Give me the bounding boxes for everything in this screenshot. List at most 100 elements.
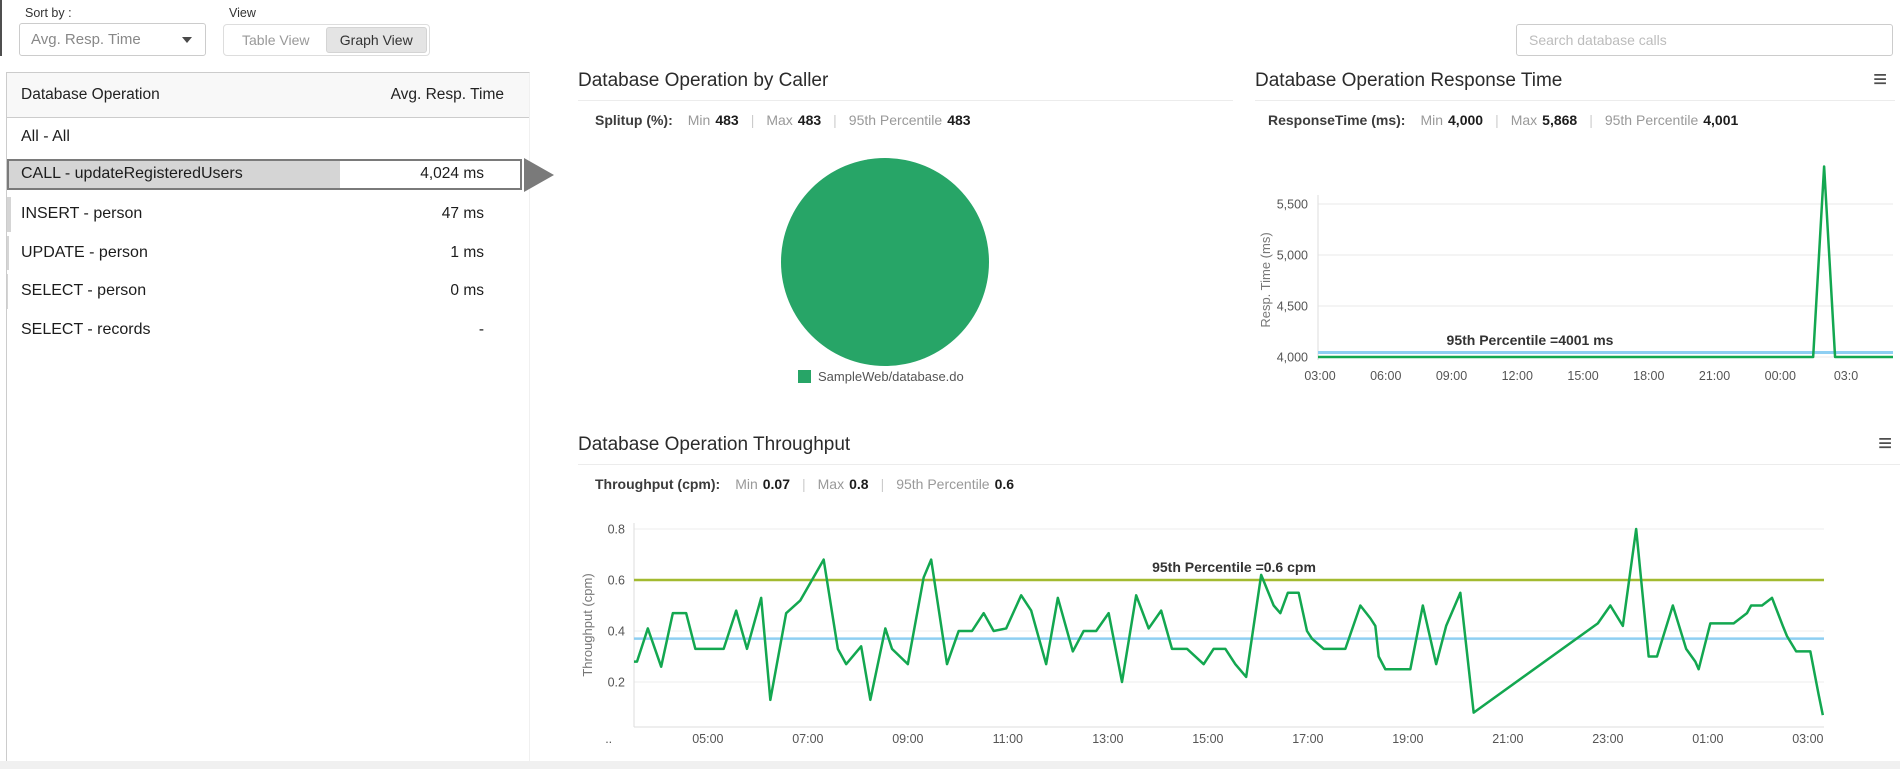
svg-text:15:00: 15:00 (1567, 369, 1598, 383)
value-bar (9, 160, 340, 188)
stat-max-value: 483 (797, 112, 822, 128)
value-bar (7, 235, 9, 270)
svg-text:09:00: 09:00 (1436, 369, 1467, 383)
caller-stats: Splitup (%): Min 483 | Max 483 | 95th Pe… (578, 112, 1233, 128)
operation-name: CALL - updateRegisteredUsers (21, 165, 243, 182)
stat-p95-value: 4,001 (1703, 112, 1739, 128)
avg-resp-value: 1 ms (450, 243, 484, 261)
sort-by-label: Sort by : (25, 6, 72, 20)
svg-text:4,500: 4,500 (1277, 300, 1308, 314)
stat-max-value: 5,868 (1542, 112, 1578, 128)
response-stats: ResponseTime (ms): Min 4,000 | Max 5,868… (1255, 112, 1895, 128)
stat-min-label: Min (735, 476, 758, 492)
stat-separator: | (833, 112, 837, 128)
svg-text:15:00: 15:00 (1192, 732, 1223, 746)
sort-by-dropdown[interactable]: Avg. Resp. Time (19, 23, 206, 56)
svg-text:11:00: 11:00 (993, 732, 1023, 746)
horizontal-scrollbar-track[interactable] (0, 761, 1900, 769)
svg-text:23:00: 23:00 (1592, 732, 1623, 746)
svg-text:0.4: 0.4 (608, 625, 625, 639)
legend-label: SampleWeb/database.do (818, 369, 964, 384)
stat-separator: | (802, 476, 806, 492)
view-toggle: Table View Graph View (223, 24, 430, 56)
table-view-button[interactable]: Table View (226, 27, 326, 53)
svg-text:01:00: 01:00 (1692, 732, 1723, 746)
svg-text:95th Percentile =0.6 cpm: 95th Percentile =0.6 cpm (1152, 559, 1316, 575)
operation-name: UPDATE - person (21, 243, 148, 261)
table-row[interactable]: UPDATE - person 1 ms (7, 234, 529, 273)
svg-text:Resp. Time (ms): Resp. Time (ms) (1258, 232, 1273, 327)
caller-pie-chart[interactable] (781, 158, 989, 366)
stat-min-value: 0.07 (762, 476, 790, 492)
caller-panel: Database Operation by Caller Splitup (%)… (578, 66, 1233, 406)
stat-metric-label: Splitup (%): (595, 112, 673, 128)
operation-name: INSERT - person (21, 205, 143, 223)
table-row[interactable]: CALL - updateRegisteredUsers 4,024 ms (7, 157, 554, 196)
column-header-avg-resp-time[interactable]: Avg. Resp. Time (390, 86, 504, 103)
graph-view-button[interactable]: Graph View (325, 27, 427, 53)
avg-resp-value: - (478, 320, 484, 338)
svg-text:03:00: 03:00 (1304, 369, 1335, 383)
response-panel-title: Database Operation Response Time (1255, 70, 1563, 91)
operation-name: All - All (21, 128, 70, 146)
sort-by-value: Avg. Resp. Time (31, 31, 141, 48)
svg-text:21:00: 21:00 (1699, 369, 1730, 383)
value-bar (7, 274, 8, 309)
column-header-operation[interactable]: Database Operation (21, 86, 160, 103)
svg-text:00:00: 00:00 (1765, 369, 1796, 383)
selected-row-arrow-icon (524, 157, 554, 192)
stat-max-label: Max (1510, 112, 1538, 128)
svg-text:0.8: 0.8 (608, 523, 625, 537)
view-label: View (229, 6, 256, 20)
svg-text:5,500: 5,500 (1277, 198, 1308, 212)
pie-legend[interactable]: SampleWeb/database.do (798, 369, 964, 384)
svg-text:17:00: 17:00 (1292, 732, 1323, 746)
throughput-stats: Throughput (cpm): Min 0.07 | Max 0.8 | 9… (578, 476, 1900, 492)
stat-metric-label: Throughput (cpm): (595, 476, 721, 492)
search-input[interactable] (1516, 24, 1893, 56)
vertical-scrollbar-thumb[interactable] (0, 0, 2, 56)
svg-text:05:00: 05:00 (692, 732, 723, 746)
svg-text:19:00: 19:00 (1392, 732, 1423, 746)
svg-text:12:00: 12:00 (1502, 369, 1533, 383)
stat-max-value: 0.8 (849, 476, 869, 492)
caller-panel-title: Database Operation by Caller (578, 70, 829, 91)
svg-text:4,000: 4,000 (1277, 351, 1308, 365)
svg-text:..: .. (605, 732, 612, 746)
svg-text:Throughput (cpm): Throughput (cpm) (580, 573, 595, 676)
svg-text:5,000: 5,000 (1277, 249, 1308, 263)
svg-text:21:00: 21:00 (1492, 732, 1523, 746)
chevron-down-icon (182, 36, 192, 43)
throughput-chart[interactable]: 0.2 0.4 0.6 0.8.. 05:00 07:00 09:00 11:00 13:00 1… (578, 505, 1900, 760)
svg-text:0.6: 0.6 (608, 574, 625, 588)
operation-name: SELECT - person (21, 282, 147, 300)
svg-text:0.2: 0.2 (608, 676, 625, 690)
chart-menu-icon[interactable]: ≡ (1872, 66, 1887, 93)
database-operations-table: Database Operation Avg. Resp. Time All -… (6, 72, 554, 762)
svg-text:09:00: 09:00 (892, 732, 923, 746)
avg-resp-value: 4,024 ms (420, 165, 484, 182)
svg-text:18:00: 18:00 (1633, 369, 1664, 383)
legend-swatch (798, 370, 811, 383)
table-row[interactable]: All - All (7, 118, 529, 157)
response-time-chart[interactable]: 4,000 4,500 5,000 5,500 03:00 06:00 09:00 12:00… (1255, 130, 1900, 400)
chart-menu-icon[interactable]: ≡ (1877, 430, 1892, 457)
stat-min-value: 483 (715, 112, 739, 128)
stat-max-label: Max (766, 112, 793, 128)
table-row[interactable]: INSERT - person 47 ms (7, 195, 529, 234)
stat-separator: | (880, 476, 885, 492)
table-row[interactable]: SELECT - records - (7, 311, 529, 350)
svg-text:07:00: 07:00 (792, 732, 823, 746)
operation-name: SELECT - records (21, 320, 151, 338)
throughput-panel-title: Database Operation Throughput (578, 434, 851, 455)
svg-text:95th Percentile =4001 ms: 95th Percentile =4001 ms (1447, 332, 1614, 348)
table-row[interactable]: SELECT - person 0 ms (7, 272, 529, 311)
stat-p95-label: 95th Percentile (848, 112, 943, 128)
stat-p95-label: 95th Percentile (1604, 112, 1699, 128)
table-header: Database Operation Avg. Resp. Time (7, 73, 529, 118)
svg-text:03:00: 03:00 (1792, 732, 1823, 746)
stat-separator: | (750, 112, 755, 128)
svg-text:06:00: 06:00 (1370, 369, 1401, 383)
response-time-panel: Database Operation Response Time ≡ Respo… (1255, 66, 1895, 406)
stat-separator: | (1495, 112, 1499, 128)
